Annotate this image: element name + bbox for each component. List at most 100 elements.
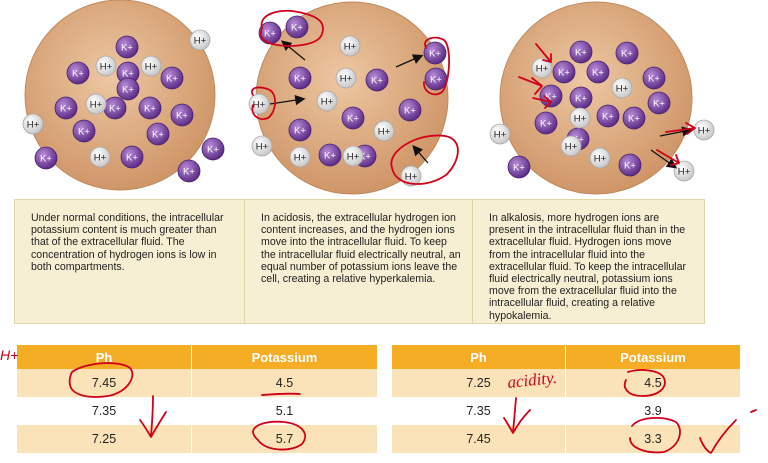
hydrogen-ion	[339, 35, 361, 57]
potassium-label: K+	[176, 111, 188, 122]
hydrogen-label: H+	[90, 100, 103, 111]
hydrogen-label: H+	[378, 127, 391, 138]
table-row: 7.25 4.5	[392, 369, 740, 397]
potassium-ion	[170, 103, 194, 127]
potassium-label: K+	[404, 106, 416, 117]
potassium-label: K+	[628, 114, 640, 125]
potassium-label: K+	[109, 104, 121, 115]
hydrogen-label: H+	[194, 36, 207, 47]
ion-shift-diagram: K+K+ K+ K+K+K+ K+ K+K+K+ K+K+K+K+K+K+K+K+K+K+…	[22, 0, 715, 195]
potassium-label: K+	[72, 69, 84, 80]
hydrogen-ion	[251, 135, 273, 157]
cell-potassium: 3.9	[565, 397, 740, 425]
potassium-ion	[618, 153, 642, 177]
potassium-label: K+	[575, 94, 587, 105]
potassium-ion	[615, 41, 639, 65]
header-potassium: Potassium	[565, 345, 740, 369]
potassium-ion	[341, 106, 365, 130]
potassium-ion	[596, 104, 620, 128]
hydrogen-label: H+	[94, 153, 107, 164]
potassium-ion	[138, 96, 162, 120]
hydrogen-label: H+	[100, 62, 113, 73]
cell-ph: 7.25	[392, 369, 566, 397]
potassium-ion	[160, 66, 184, 90]
hydrogen-ion	[489, 123, 511, 145]
potassium-ion	[146, 122, 170, 146]
potassium-ion	[552, 60, 576, 84]
hydrogen-label: H+	[594, 154, 607, 165]
header-ph: Ph	[17, 345, 192, 369]
potassium-label: K+	[78, 127, 90, 138]
potassium-ion	[642, 66, 666, 90]
cell-potassium: 5.7	[191, 425, 377, 453]
hydrogen-ion	[335, 67, 357, 89]
hydrogen-ion	[673, 160, 695, 182]
potassium-label: K+	[60, 104, 72, 115]
table-header: Ph Potassium	[17, 345, 377, 369]
potassium-label: K+	[207, 145, 219, 156]
potassium-ion	[115, 35, 139, 59]
table-header: Ph Potassium	[392, 345, 740, 369]
potassium-label: K+	[347, 114, 359, 125]
hydrogen-ion	[569, 107, 591, 129]
cell-potassium: 5.1	[191, 397, 377, 425]
potassium-label: K+	[126, 153, 138, 164]
potassium-ion	[288, 66, 312, 90]
potassium-label: K+	[144, 104, 156, 115]
hydrogen-label: H+	[565, 142, 578, 153]
hydrogen-label: H+	[678, 167, 691, 178]
potassium-label: K+	[294, 74, 306, 85]
cells: K+K+ K+ K+K+K+ K+ K+K+K+ K+K+K+K+K+K+K+K+K+K+…	[22, 0, 715, 195]
potassium-label: K+	[264, 29, 276, 40]
hydrogen-ion	[22, 113, 44, 135]
potassium-label: K+	[152, 130, 164, 141]
cell-potassium: 4.5	[565, 369, 740, 397]
potassium-label: K+	[545, 92, 557, 103]
potassium-ion	[54, 96, 78, 120]
potassium-label: K+	[122, 85, 134, 96]
potassium-ion	[622, 106, 646, 130]
potassium-label: K+	[122, 69, 134, 80]
potassium-ion	[34, 146, 58, 170]
hydrogen-label: H+	[574, 114, 587, 125]
cell-ph: 7.45	[392, 425, 566, 453]
potassium-label: K+	[324, 151, 336, 162]
potassium-ion	[177, 159, 201, 183]
potassium-label: K+	[429, 49, 441, 60]
hydrogen-ion	[85, 93, 107, 115]
hydrogen-label: H+	[27, 120, 40, 131]
potassium-label: K+	[621, 49, 633, 60]
potassium-label: K+	[40, 154, 52, 165]
hydrogen-ion	[140, 55, 162, 77]
potassium-ion	[201, 137, 225, 161]
potassium-label: K+	[294, 126, 306, 137]
cell-ph: 7.35	[392, 397, 566, 425]
potassium-label: K+	[121, 43, 133, 54]
potassium-ion	[365, 68, 389, 92]
potassium-ion	[288, 118, 312, 142]
hydrogen-label: H+	[253, 100, 266, 111]
cell-ph: 7.25	[17, 425, 192, 453]
header-potassium: Potassium	[191, 345, 377, 369]
potassium-label: K+	[575, 48, 587, 59]
potassium-ion	[586, 60, 610, 84]
hydrogen-ion	[611, 77, 633, 99]
alkalosis-table: Ph Potassium 7.25 4.5 7.35 3.9 7.45 3.3	[392, 345, 740, 453]
hydrogen-ion	[289, 146, 311, 168]
potassium-label: K+	[183, 167, 195, 178]
hydrogen-ion	[560, 135, 582, 157]
hydrogen-label: H+	[145, 62, 158, 73]
potassium-ion	[72, 119, 96, 143]
panel-acidosis-text: In acidosis, the extracellular hydrogen …	[261, 212, 461, 286]
panel-alkalosis-text: In alkalosis, more hydrogen ions are pre…	[489, 212, 687, 322]
table-row: 7.45 3.3	[392, 425, 740, 453]
hydrogen-label: H+	[698, 126, 711, 137]
hydrogen-ion	[589, 147, 611, 169]
potassium-label: K+	[430, 75, 442, 86]
potassium-label: K+	[653, 99, 665, 110]
potassium-ion	[398, 98, 422, 122]
cell-potassium: 3.3	[565, 425, 740, 453]
hydrogen-ion	[89, 146, 111, 168]
hydrogen-ion	[316, 90, 338, 112]
annotation-left-text: H+	[0, 347, 18, 363]
